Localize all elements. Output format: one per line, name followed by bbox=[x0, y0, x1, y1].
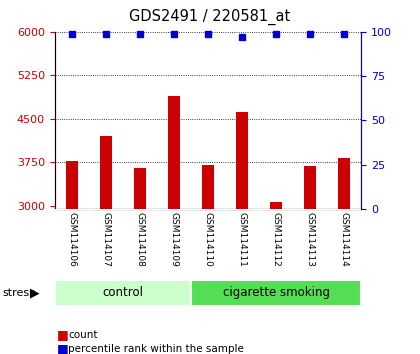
Text: GSM114113: GSM114113 bbox=[306, 212, 315, 267]
Bar bbox=[270, 202, 282, 209]
Text: ■: ■ bbox=[57, 328, 68, 341]
Bar bbox=[100, 136, 112, 209]
Bar bbox=[168, 96, 180, 209]
Text: GSM114110: GSM114110 bbox=[203, 212, 213, 267]
Text: ■: ■ bbox=[57, 342, 68, 354]
Bar bbox=[236, 112, 248, 209]
Text: percentile rank within the sample: percentile rank within the sample bbox=[68, 344, 244, 354]
Bar bbox=[304, 166, 316, 209]
Text: GSM114109: GSM114109 bbox=[169, 212, 178, 267]
Bar bbox=[202, 165, 214, 209]
Bar bbox=[134, 168, 146, 209]
Text: GSM114106: GSM114106 bbox=[67, 212, 76, 267]
Text: GSM114114: GSM114114 bbox=[340, 212, 349, 267]
Text: ▶: ▶ bbox=[30, 286, 40, 299]
Bar bbox=[55, 280, 191, 306]
Text: count: count bbox=[68, 330, 98, 339]
Text: GSM114111: GSM114111 bbox=[237, 212, 247, 267]
Text: GSM114107: GSM114107 bbox=[101, 212, 110, 267]
Bar bbox=[338, 158, 350, 209]
Text: GDS2491 / 220581_at: GDS2491 / 220581_at bbox=[129, 9, 291, 25]
Text: control: control bbox=[102, 286, 143, 299]
Bar bbox=[191, 280, 361, 306]
Text: cigarette smoking: cigarette smoking bbox=[223, 286, 330, 299]
Bar bbox=[66, 161, 78, 209]
Text: GSM114108: GSM114108 bbox=[135, 212, 144, 267]
Text: stress: stress bbox=[2, 288, 35, 298]
Text: GSM114112: GSM114112 bbox=[272, 212, 281, 267]
